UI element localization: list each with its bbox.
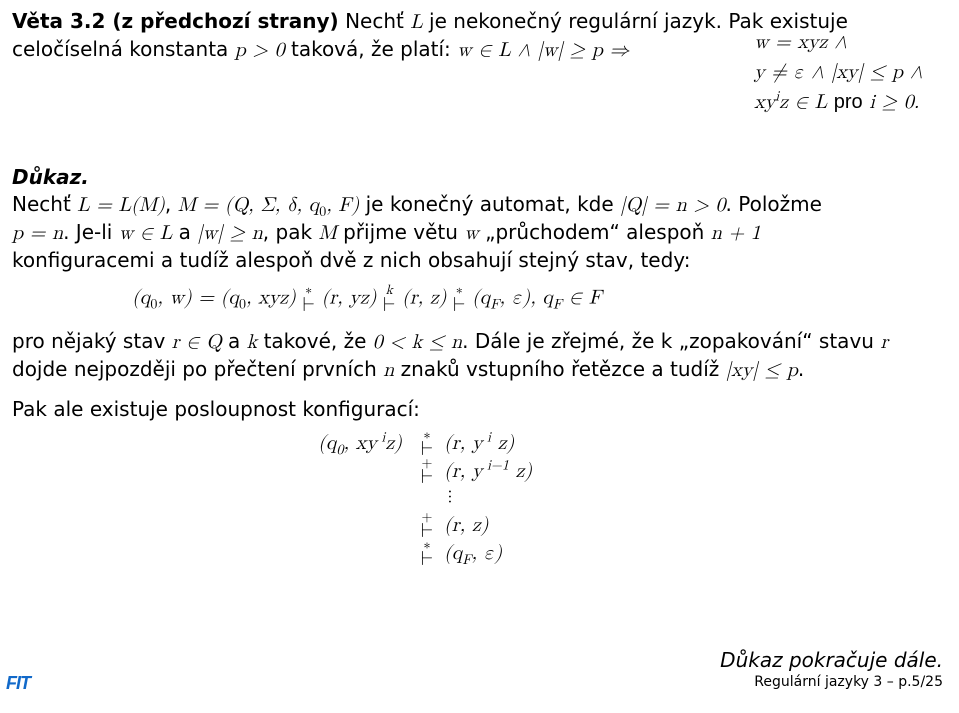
theorem-rhs-block: w = xyz ∧ y ≠ ε ∧ |xy| ≤ p ∧ xyiz ∈ L pr… [754,30,923,114]
after-para: pro nějaký stav r ∈ Q a k takové, že 0 <… [12,328,947,384]
proof-heading: Důkaz. [12,164,947,191]
center-derivation: (q0, w) = (q0, xyz) ∗⊢ (r, yz) k⊢ (r, z)… [132,284,947,314]
rhs-1: w = xyz ∧ [754,30,923,54]
logo-fit: FIT [6,673,30,694]
derivation-ladder: (q0, xy iz) ∗⊢ (r, y i z) +⊢ (r, y i−1 z… [272,429,947,567]
proof-para: Nechť L = L(M), M = (Q, Σ, δ, q0, F) je … [12,191,947,274]
theorem-heading: Věta 3.2 (z předchozí strany) [12,9,339,33]
page-footer: Regulární jazyky 3 – p.5/25 [754,674,943,690]
rhs-2: y ≠ ε ∧ |xy| ≤ p ∧ [754,60,923,84]
seq-intro: Pak ale existuje posloupnost konfigurací… [12,396,947,423]
rhs-3: xyiz ∈ L pro i ≥ 0. [754,90,923,114]
proof-continues: Důkaz pokračuje dále. [720,648,943,672]
